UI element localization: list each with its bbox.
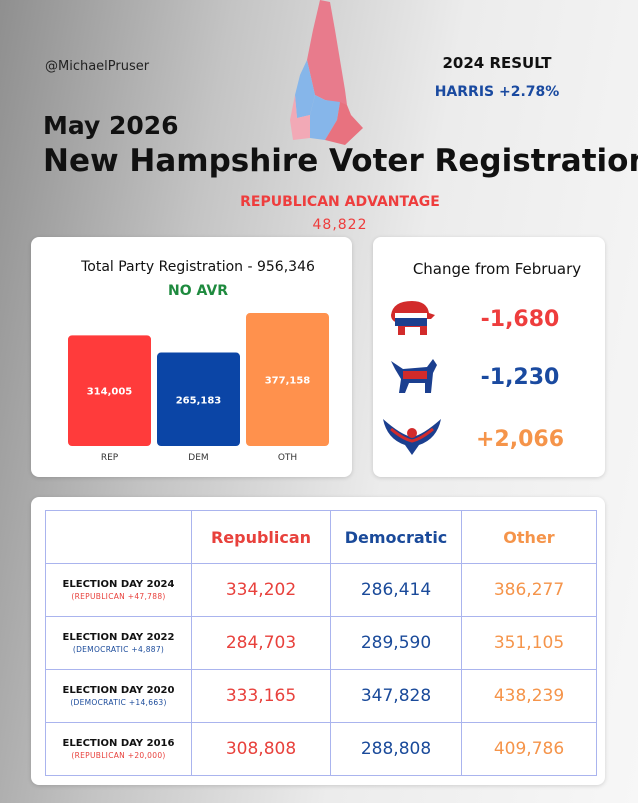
table-cell: 333,165 [191,669,331,723]
row-label-cell: ELECTION DAY 2022 (DEMOCRATIC +4,887) [45,616,192,670]
table-row: ELECTION DAY 2020 (DEMOCRATIC +14,663) 333… [45,669,597,723]
date: May 2026 [43,111,179,140]
registration-card: Total Party Registration - 956,346 NO AV… [31,237,352,477]
table-cell: 286,414 [330,563,462,617]
row-label-cell: ELECTION DAY 2020 (DEMOCRATIC +14,663) [45,669,192,723]
table-cell: 347,828 [330,669,462,723]
table-cell: 284,703 [191,616,331,670]
table-cell: 288,808 [330,722,462,776]
row-note: (REPUBLICAN +20,000) [71,751,166,760]
result-label: 2024 RESULT [442,54,552,72]
table-row: ELECTION DAY 2016 (REPUBLICAN +20,000) 308… [45,722,597,776]
advantage-value: 48,822 [312,217,368,233]
header-cell: Republican [191,510,331,564]
x-tick-label: REP [101,453,119,463]
dem-icon [391,359,437,393]
result-value: HARRIS +2.78% [434,84,560,100]
table-cell: 289,590 [330,616,462,670]
table-cell: 386,277 [461,563,597,617]
chart-subtitle: NO AVR [168,283,228,299]
row-note: (DEMOCRATIC +14,663) [70,698,167,707]
header-cell [45,510,192,564]
table-cell: 438,239 [461,669,597,723]
row-note: (REPUBLICAN +47,788) [71,592,166,601]
table-row: ELECTION DAY 2022 (DEMOCRATIC +4,887) 284,… [45,616,597,670]
header-cell: Other [461,510,597,564]
handle: @MichaelPruser [45,59,150,74]
row-label: ELECTION DAY 2020 [62,685,175,696]
change-title: Change from February [412,260,582,278]
change-value: +2,066 [475,427,565,452]
table-cell: 308,808 [191,722,331,776]
table-cell: 351,105 [461,616,597,670]
change-card: Change from February -1,680 -1,230 +2,06… [373,237,605,477]
x-tick-label: OTH [278,453,297,463]
value-label: 377,158 [265,376,311,387]
bar [68,335,151,446]
eagle-icon [383,419,441,455]
rep-icon [391,301,435,335]
state-map [290,0,363,145]
bar [157,352,240,446]
table-cell: 334,202 [191,563,331,617]
bar [246,313,329,446]
value-label: 265,183 [176,395,222,406]
row-label: ELECTION DAY 2024 [62,579,175,590]
value-label: 314,005 [87,387,133,398]
row-label-cell: ELECTION DAY 2024 (REPUBLICAN +47,788) [45,563,192,617]
advantage-label: REPUBLICAN ADVANTAGE [240,194,440,210]
history-table: Republican Democratic Other ELECTION DAY… [45,510,597,776]
header-cell: Democratic [330,510,462,564]
table-row: ELECTION DAY 2024 (REPUBLICAN +47,788) 334… [45,563,597,617]
row-label: ELECTION DAY 2016 [62,738,175,749]
change-value: -1,230 [480,365,560,390]
title: New Hampshire Voter Registration [43,143,638,179]
row-label-cell: ELECTION DAY 2016 (REPUBLICAN +20,000) [45,722,192,776]
x-tick-label: DEM [188,453,208,463]
bar-chart: 314,005 REP 265,183 DEM 377,158 OTH [68,313,329,463]
table-cell: 409,786 [461,722,597,776]
row-label: ELECTION DAY 2022 [62,632,175,643]
change-value: -1,680 [480,307,560,332]
row-note: (DEMOCRATIC +4,887) [72,645,165,654]
chart-title: Total Party Registration - 956,346 [81,259,315,275]
